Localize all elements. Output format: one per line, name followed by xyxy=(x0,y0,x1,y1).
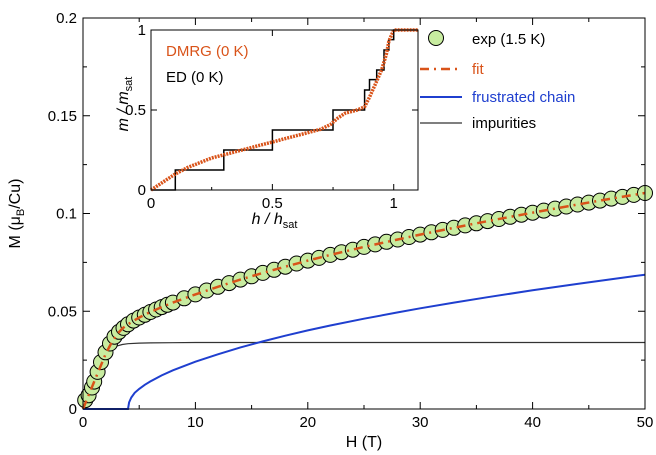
main-y-axis-label: M (μB/Cu) xyxy=(7,179,27,249)
inset-x-tick-label: 0 xyxy=(147,195,155,212)
inset-plot: 0 0.5 100.51 DMRG (0 K) ED (0 K) h / hsat … xyxy=(115,22,419,231)
legend-marker-exp xyxy=(428,30,444,46)
inset-x-axis-label-main: h / h xyxy=(252,211,283,228)
inset-axis-ticks: 0 0.5 1 0 0.5 1 xyxy=(125,22,418,212)
x-tick-label: 0 xyxy=(79,414,87,431)
inset-y-tick-label: 1 xyxy=(138,22,146,39)
main-y-axis-label-tail: /Cu) xyxy=(7,179,24,209)
inset-series-line-dmrg xyxy=(150,28,418,192)
legend-label-fit: fit xyxy=(472,61,485,78)
main-x-axis-label: H (T) xyxy=(346,434,382,451)
legend: exp (1.5 K) fit frustrated chain impurit… xyxy=(420,30,575,132)
inset-x-axis-label-subscript: sat xyxy=(283,219,298,231)
x-tick-label: 10 xyxy=(187,414,204,431)
series-line-frustrated-chain xyxy=(83,273,646,410)
legend-label-frustrated-chain: frustrated chain xyxy=(472,89,575,106)
inset-legend-label-ed: ED (0 K) xyxy=(166,69,224,86)
inset-x-axis-label: h / hsat xyxy=(252,211,298,231)
legend-label-exp: exp (1.5 K) xyxy=(472,31,545,48)
main-data-layer xyxy=(77,185,653,410)
x-tick-label: 30 xyxy=(412,414,429,431)
x-tick-label: 50 xyxy=(637,414,654,431)
y-tick-label: 0 xyxy=(69,401,77,418)
inset-y-tick-label: 0.5 xyxy=(125,102,146,119)
x-tick-label: 20 xyxy=(299,414,316,431)
main-y-axis-label-subscript: B xyxy=(15,209,27,216)
x-tick-label: 40 xyxy=(524,414,541,431)
series-line-fit xyxy=(81,191,646,410)
legend-label-impurities: impurities xyxy=(472,115,536,132)
y-tick-label: 0.15 xyxy=(48,108,77,125)
inset-data-layer xyxy=(150,28,418,192)
inset-y-tick-label: 0 xyxy=(138,182,146,199)
inset-y-axis-label-main: m / m xyxy=(115,91,132,131)
inset-y-axis-label-subscript: sat xyxy=(123,77,135,92)
y-tick-label: 0.1 xyxy=(56,206,77,223)
series-line-impurities xyxy=(82,341,645,410)
inset-y-axis-label: m / msat xyxy=(115,77,135,132)
inset-x-tick-label: 1 xyxy=(390,195,398,212)
main-y-axis-label-main: M (μ xyxy=(7,216,24,248)
inset-legend-label-dmrg: DMRG (0 K) xyxy=(166,43,249,60)
inset-x-tick-label: 0.5 xyxy=(262,195,283,212)
y-tick-label: 0.2 xyxy=(56,10,77,27)
y-tick-label: 0.05 xyxy=(48,303,77,320)
